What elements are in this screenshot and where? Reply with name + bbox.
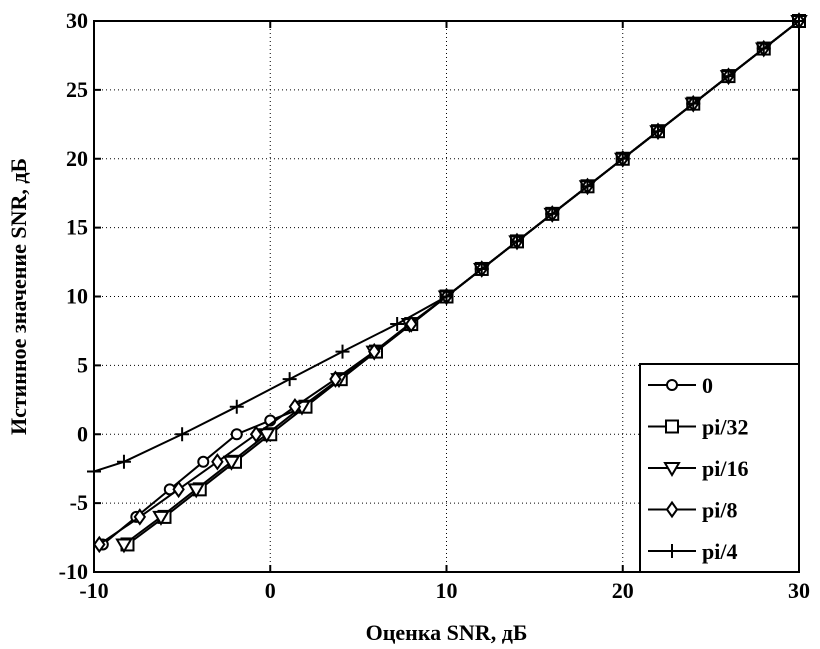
x-axis-title: Оценка SNR, дБ [366,620,528,645]
series-line [93,20,800,473]
data-point [230,428,243,441]
data-point [172,480,185,499]
legend-label: pi/8 [702,498,737,523]
data-point [133,508,147,526]
legend-marker [663,462,681,477]
data-point [390,317,405,332]
legend-label: 0 [702,373,713,398]
legend-item: 0 [648,373,713,398]
data-point [152,510,170,526]
data-point [115,538,133,554]
data-point [405,315,418,333]
data-point [175,427,190,442]
legend-marker [666,379,678,391]
x-tick-label: 30 [788,578,810,603]
data-point [439,289,454,304]
data-point [756,41,771,56]
legend-item: pi/8 [648,498,737,523]
data-point [545,206,560,221]
y-tick-label: 20 [66,146,88,171]
data-point [211,453,224,471]
data-point [288,397,302,416]
x-tick-label: 0 [265,578,276,603]
data-point [474,261,489,276]
data-point [116,454,131,469]
y-tick-label: 5 [77,352,88,377]
x-tick-label: -10 [79,578,108,603]
tick-layer: -10 0 10 20 30 -10 -5 0 5 10 15 20 25 30 [59,8,810,603]
y-tick-label: -10 [59,559,88,584]
y-tick-label: 10 [66,284,88,309]
data-point [222,455,241,471]
y-tick-label: -5 [70,490,88,515]
y-tick-label: 30 [66,8,88,33]
legend-item: pi/16 [648,456,748,481]
data-point [197,455,210,468]
legend-marker [665,419,679,434]
legend-marker [665,544,679,558]
legend: 0 pi/32 pi/16 pi/8 pi/4 [639,363,800,573]
legend-label: pi/16 [702,456,748,481]
data-point [686,96,701,111]
legend-marker [665,500,679,519]
legend-item: pi/32 [648,415,748,440]
data-point [282,372,297,387]
data-point [249,425,263,443]
y-tick-label: 15 [66,215,88,240]
x-tick-label: 10 [436,578,458,603]
y-axis-title: Истинное значение SNR, дБ [6,158,31,435]
series-layer [87,12,808,554]
legend-label: pi/4 [702,539,737,564]
series-5 [87,14,806,479]
data-point [368,342,381,361]
data-point [229,399,244,414]
data-point [615,151,630,166]
data-point [187,483,205,499]
data-point [257,428,276,444]
data-point [580,179,595,194]
legend-item: pi/4 [648,539,737,564]
y-tick-label: 25 [66,77,88,102]
x-tick-label: 20 [612,578,634,603]
y-tick-label: 0 [77,421,88,446]
data-point [721,69,736,84]
data-point [510,234,524,249]
legend-label: pi/32 [702,415,748,440]
data-point [93,535,106,554]
data-point [335,344,350,359]
data-point [329,370,342,388]
data-point [651,124,665,139]
